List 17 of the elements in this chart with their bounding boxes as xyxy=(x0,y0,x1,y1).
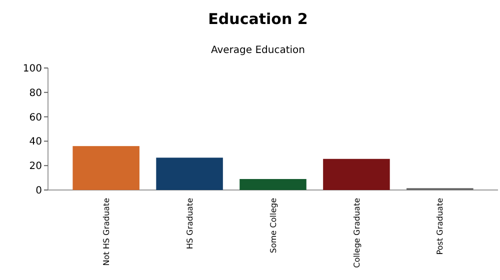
chart-title: Education 2 xyxy=(208,10,308,28)
y-tick-label: 20 xyxy=(29,161,42,172)
y-tick-label: 100 xyxy=(22,64,42,74)
y-tick-label: 0 xyxy=(36,186,42,196)
bar xyxy=(240,179,306,190)
x-tick-label: Post Graduate xyxy=(436,198,445,255)
x-tick-label: HS Graduate xyxy=(185,198,194,250)
y-tick-label: 60 xyxy=(29,112,42,124)
bar xyxy=(323,158,390,190)
x-tick-label: Some College xyxy=(268,198,278,254)
x-tick-label: College Graduate xyxy=(352,198,362,268)
chart-subtitle: Average Education xyxy=(210,45,306,56)
y-tick-label: 80 xyxy=(29,88,42,99)
x-tick-label: Not HS Graduate xyxy=(102,198,111,266)
y-tick-label: 40 xyxy=(29,136,42,148)
bar xyxy=(156,158,223,190)
bar xyxy=(72,146,140,190)
